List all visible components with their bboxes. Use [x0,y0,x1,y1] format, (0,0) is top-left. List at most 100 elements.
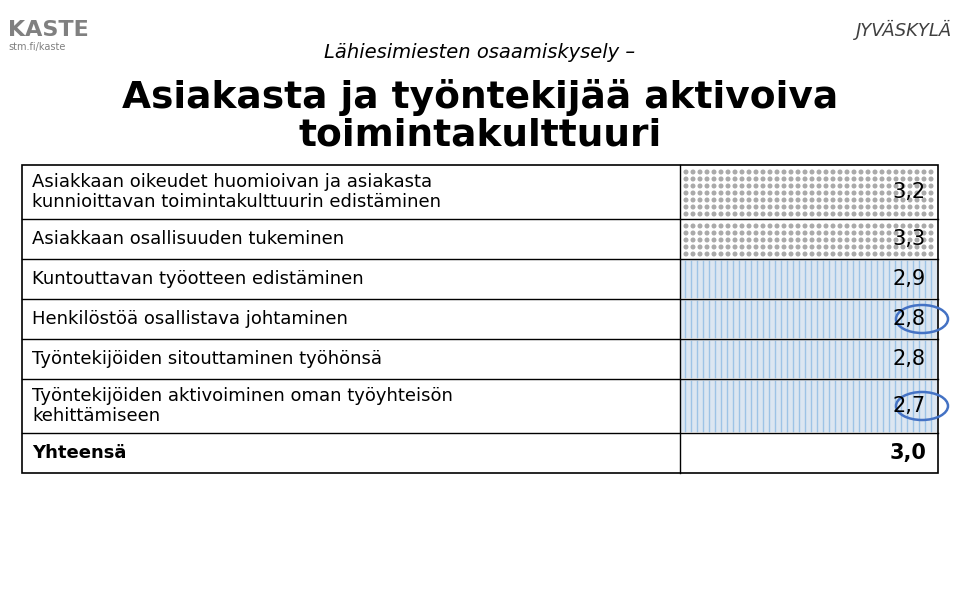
Circle shape [929,170,933,174]
Circle shape [706,245,708,249]
Circle shape [684,170,687,174]
Circle shape [691,205,695,209]
Circle shape [768,245,772,249]
Circle shape [789,198,793,202]
Circle shape [768,231,772,235]
Circle shape [706,212,708,216]
Circle shape [831,252,835,256]
Circle shape [901,238,904,242]
Circle shape [740,231,744,235]
Circle shape [761,170,765,174]
Circle shape [845,191,849,195]
Circle shape [747,205,751,209]
Circle shape [825,212,828,216]
Circle shape [740,184,744,188]
Circle shape [859,205,863,209]
Circle shape [929,191,933,195]
Circle shape [782,191,786,195]
Text: 3,0: 3,0 [889,443,926,463]
Circle shape [887,245,891,249]
Circle shape [712,252,716,256]
Circle shape [761,238,765,242]
Circle shape [706,252,708,256]
Circle shape [852,191,855,195]
Circle shape [810,212,814,216]
Circle shape [726,198,730,202]
Circle shape [874,205,876,209]
Circle shape [726,245,730,249]
Circle shape [712,191,716,195]
Bar [681,166,937,218]
Circle shape [706,177,708,181]
Circle shape [775,238,779,242]
Circle shape [804,224,806,228]
Circle shape [923,184,925,188]
Circle shape [740,177,744,181]
Circle shape [915,231,919,235]
Circle shape [831,198,835,202]
Circle shape [874,238,876,242]
Circle shape [859,238,863,242]
Circle shape [887,170,891,174]
Circle shape [768,177,772,181]
Circle shape [706,238,708,242]
Circle shape [684,191,687,195]
Circle shape [747,177,751,181]
Circle shape [929,245,933,249]
Bar [681,220,937,258]
Circle shape [929,231,933,235]
Circle shape [712,205,716,209]
Circle shape [740,212,744,216]
Circle shape [789,245,793,249]
Circle shape [817,205,821,209]
Circle shape [733,170,737,174]
Circle shape [825,252,828,256]
Circle shape [859,177,863,181]
Circle shape [775,205,779,209]
Circle shape [789,184,793,188]
Circle shape [908,191,912,195]
Circle shape [859,170,863,174]
Circle shape [804,212,806,216]
Circle shape [698,177,702,181]
Circle shape [929,252,933,256]
Circle shape [761,224,765,228]
Circle shape [684,177,687,181]
Circle shape [796,198,800,202]
Circle shape [831,191,835,195]
Circle shape [804,170,806,174]
Circle shape [874,231,876,235]
Circle shape [845,252,849,256]
Circle shape [866,252,870,256]
Text: toimintakulttuuri: toimintakulttuuri [299,117,661,153]
Circle shape [923,198,925,202]
Circle shape [887,238,891,242]
Circle shape [923,212,925,216]
Circle shape [894,170,898,174]
Circle shape [810,191,814,195]
Circle shape [712,170,716,174]
Circle shape [894,238,898,242]
Circle shape [908,205,912,209]
Circle shape [698,238,702,242]
Circle shape [719,212,723,216]
Circle shape [740,245,744,249]
Circle shape [684,184,687,188]
Circle shape [706,191,708,195]
Circle shape [923,170,925,174]
Circle shape [712,238,716,242]
Text: Yhteensä: Yhteensä [32,444,127,462]
Circle shape [740,198,744,202]
Circle shape [838,205,842,209]
Circle shape [880,198,884,202]
Circle shape [929,177,933,181]
Circle shape [747,231,751,235]
Circle shape [804,205,806,209]
Circle shape [859,252,863,256]
Circle shape [810,231,814,235]
Circle shape [845,177,849,181]
Circle shape [719,198,723,202]
Circle shape [755,212,757,216]
Circle shape [761,245,765,249]
Circle shape [747,252,751,256]
